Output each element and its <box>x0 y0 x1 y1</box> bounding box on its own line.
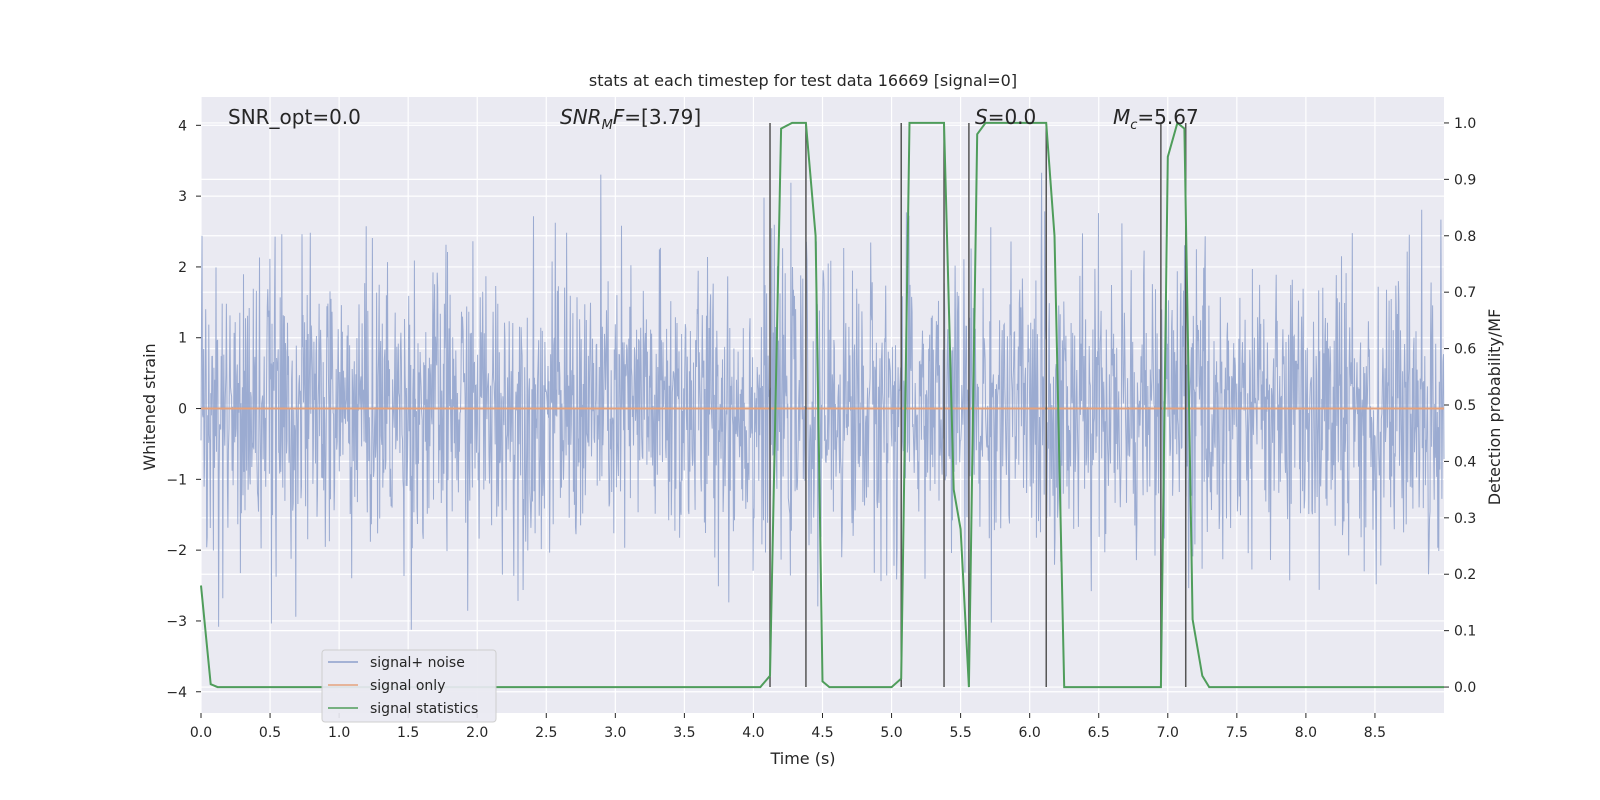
x-tick-label: 3.5 <box>673 725 695 741</box>
y-right-tick-label: 0.8 <box>1454 229 1476 245</box>
legend-label-signal-only: signal only <box>370 678 445 694</box>
y-right-tick-label: 0.6 <box>1454 342 1476 358</box>
legend-box <box>321 649 497 723</box>
y-right-tick-label: 0.9 <box>1454 172 1476 188</box>
annotation-snr-mf-value: =[3.79] <box>624 105 701 129</box>
legend-label-signal-noise: signal+ noise <box>370 655 465 671</box>
x-tick-label: 2.5 <box>535 725 557 741</box>
y-tick-label: 1 <box>178 331 187 347</box>
x-tick-label: 4.0 <box>742 725 764 741</box>
y-right-tick-label: 0.5 <box>1454 398 1476 414</box>
annotation-s: S=0.0 <box>975 105 1036 129</box>
x-tick-label: 3.0 <box>604 725 626 741</box>
y-tick-label: 0 <box>178 402 187 418</box>
y-axis-label: Whitened strain <box>140 343 159 470</box>
annotation-mc: Mc=5.67 <box>1113 105 1199 133</box>
x-tick-label: 6.0 <box>1019 725 1041 741</box>
y-right-tick-label: 0.0 <box>1454 680 1476 696</box>
y-right-tick-label: 0.4 <box>1454 454 1476 470</box>
y-tick-label: −4 <box>166 685 187 701</box>
x-tick-label: 6.5 <box>1088 725 1110 741</box>
x-tick-label: 0.0 <box>190 725 212 741</box>
series-signal-noise <box>200 172 1445 630</box>
x-tick-label: 4.5 <box>811 725 833 741</box>
x-tick-label: 8.5 <box>1364 725 1386 741</box>
annotation-s-value: =0.0 <box>988 105 1037 129</box>
annotation-snr-opt: SNR_opt=0.0 <box>228 105 361 129</box>
y-tick-label: 4 <box>178 118 187 134</box>
x-tick-label: 7.5 <box>1226 725 1248 741</box>
y-right-tick-label: 0.1 <box>1454 624 1476 640</box>
x-tick-label: 5.5 <box>949 725 971 741</box>
y-axis-label-right: Detection probability/MF <box>1485 309 1504 506</box>
annotation-snr-mf-f: F <box>613 105 625 129</box>
y-tick-label: 2 <box>178 260 187 276</box>
y-right-tick-label: 0.3 <box>1454 511 1476 527</box>
annotation-snr-mf-main: SNR <box>560 105 602 129</box>
y-tick-label: −1 <box>166 472 187 488</box>
annotation-snr-mf-sub: M <box>602 118 613 133</box>
y-tick-label: 3 <box>178 189 187 205</box>
x-axis-label: Time (s) <box>769 749 835 768</box>
x-tick-label: 8.0 <box>1295 725 1317 741</box>
axis-ticks: 0.0 0.5 1.0 1.5 2.0 2.5 3.0 3.5 4.0 4.5 5.0 5.5 6.0 6… <box>166 116 1476 741</box>
annotation-mc-main: M <box>1113 105 1130 129</box>
x-tick-label: 1.0 <box>328 725 350 741</box>
signal-statistics-line <box>200 121 1444 689</box>
chart-title: stats at each timestep for test data 166… <box>589 71 1017 90</box>
x-tick-label: 2.0 <box>466 725 488 741</box>
series-signal-statistics <box>200 121 1444 689</box>
x-tick-label: 1.5 <box>397 725 419 741</box>
y-tick-label: −2 <box>166 543 187 559</box>
x-tick-label: 5.0 <box>880 725 902 741</box>
annotation-s-main: S <box>975 105 988 129</box>
signal-noise-line <box>200 172 1445 630</box>
vertical-markers <box>769 122 1187 688</box>
annotation-mc-sub: c <box>1130 118 1137 133</box>
y-right-tick-label: 0.2 <box>1454 567 1476 583</box>
y-right-tick-label: 0.7 <box>1454 285 1476 301</box>
legend-label-signal-statistics: signal statistics <box>370 701 478 717</box>
x-tick-label: 7.0 <box>1157 725 1179 741</box>
legend: signal+ noise signal only signal statist… <box>321 649 497 723</box>
y-right-tick-label: 1.0 <box>1454 116 1476 132</box>
x-tick-label: 0.5 <box>259 725 281 741</box>
y-tick-label: −3 <box>166 614 187 630</box>
annotation-snr-mf: SNRMF=[3.79] <box>560 105 701 133</box>
annotation-mc-value: =5.67 <box>1137 105 1198 129</box>
